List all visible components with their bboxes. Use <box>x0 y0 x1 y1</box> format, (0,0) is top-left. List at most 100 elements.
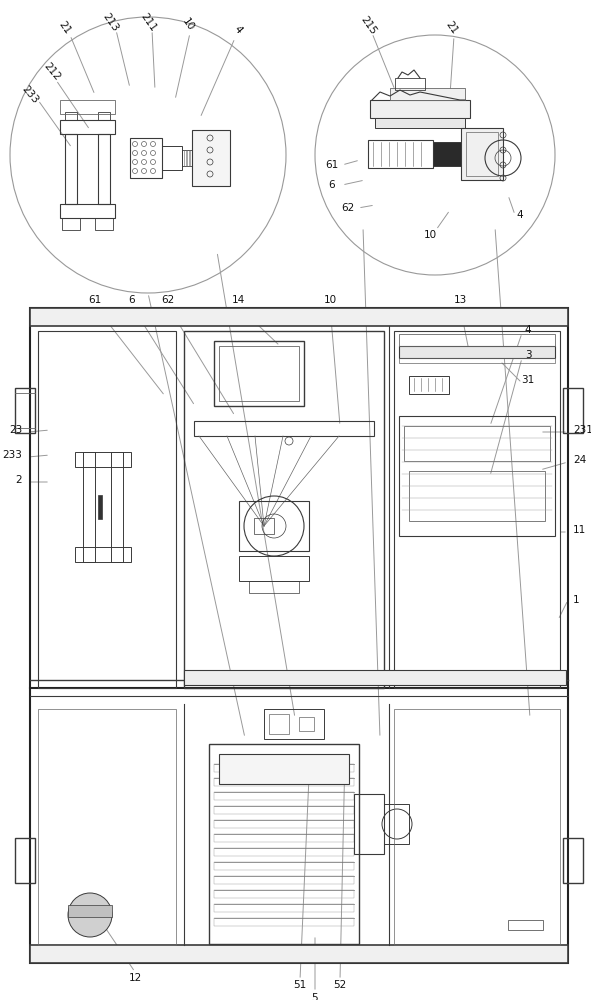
Text: 52: 52 <box>333 980 347 990</box>
Bar <box>60 120 115 134</box>
Bar <box>269 714 289 734</box>
Bar <box>394 331 560 688</box>
Bar <box>62 218 80 230</box>
Bar <box>214 792 354 800</box>
Bar <box>30 945 568 963</box>
Bar <box>370 100 470 118</box>
Bar <box>214 876 354 884</box>
Text: 6: 6 <box>329 180 335 190</box>
Bar <box>192 130 230 186</box>
Bar <box>30 308 568 326</box>
Bar <box>83 452 95 562</box>
Bar <box>404 426 550 461</box>
Text: 231: 231 <box>573 425 591 435</box>
Bar <box>65 112 77 120</box>
Circle shape <box>68 893 112 937</box>
Bar <box>194 421 374 436</box>
Bar <box>65 134 77 204</box>
Text: 215: 215 <box>358 14 378 36</box>
Bar <box>98 495 102 519</box>
Bar <box>354 794 384 854</box>
Bar <box>384 804 409 844</box>
Bar <box>15 388 35 433</box>
Bar <box>399 416 555 536</box>
Bar <box>214 890 354 898</box>
Bar <box>409 471 545 521</box>
Bar <box>98 134 110 204</box>
Bar <box>38 331 176 688</box>
Bar <box>75 452 131 467</box>
Bar <box>399 358 555 363</box>
Text: 14: 14 <box>231 295 245 305</box>
Bar <box>214 862 354 870</box>
Text: 24: 24 <box>573 455 586 465</box>
Bar <box>239 501 309 551</box>
Text: 62: 62 <box>342 203 355 213</box>
Text: 4: 4 <box>232 24 244 36</box>
Bar <box>214 834 354 842</box>
Text: 6: 6 <box>129 295 135 305</box>
Bar <box>399 334 555 346</box>
Bar <box>38 709 176 945</box>
Bar <box>68 905 112 917</box>
Bar <box>30 308 568 963</box>
Bar <box>399 346 555 358</box>
Bar <box>214 778 354 786</box>
Bar <box>214 341 304 406</box>
Bar <box>60 100 115 114</box>
Text: 4: 4 <box>517 210 523 220</box>
Bar <box>219 346 299 401</box>
Text: 10: 10 <box>423 230 437 240</box>
Text: 10: 10 <box>323 295 336 305</box>
Text: 2: 2 <box>15 475 22 485</box>
Text: 21: 21 <box>57 20 73 36</box>
Bar <box>461 128 503 180</box>
Text: 61: 61 <box>89 295 102 305</box>
Bar <box>395 78 425 90</box>
Bar <box>214 820 354 828</box>
Bar <box>214 848 354 856</box>
Bar <box>15 838 35 883</box>
Text: 61: 61 <box>326 160 339 170</box>
Bar <box>375 118 465 128</box>
Bar <box>95 218 113 230</box>
Bar <box>219 754 349 784</box>
Bar <box>254 518 274 534</box>
Text: 233: 233 <box>20 84 40 106</box>
Bar <box>214 764 354 772</box>
Text: 31: 31 <box>521 375 535 385</box>
Bar <box>508 920 543 930</box>
Bar <box>466 132 498 176</box>
Bar <box>264 709 324 739</box>
Text: 5: 5 <box>311 993 319 1000</box>
Text: 23: 23 <box>9 425 22 435</box>
Bar <box>299 717 314 731</box>
Text: 211: 211 <box>138 11 158 33</box>
Text: 212: 212 <box>42 61 62 83</box>
Bar <box>182 150 192 166</box>
Text: 51: 51 <box>293 980 307 990</box>
Text: 3: 3 <box>525 350 531 360</box>
Bar <box>368 140 433 168</box>
Bar <box>214 904 354 912</box>
Bar <box>111 452 123 562</box>
Text: 233: 233 <box>2 450 22 460</box>
Bar <box>184 331 384 688</box>
Text: 62: 62 <box>161 295 174 305</box>
Bar <box>162 146 182 170</box>
Text: 21: 21 <box>444 20 460 36</box>
Bar <box>563 838 583 883</box>
Text: 12: 12 <box>128 973 142 983</box>
Bar <box>214 918 354 926</box>
Bar <box>130 138 162 178</box>
Text: 10: 10 <box>180 17 196 33</box>
Text: 213: 213 <box>100 11 120 33</box>
Text: 4: 4 <box>525 325 531 335</box>
Text: 11: 11 <box>573 525 586 535</box>
Text: 13: 13 <box>453 295 467 305</box>
Bar <box>409 376 449 394</box>
Bar <box>390 88 465 100</box>
Bar <box>433 142 461 166</box>
Bar <box>249 581 299 593</box>
Bar <box>75 547 131 562</box>
